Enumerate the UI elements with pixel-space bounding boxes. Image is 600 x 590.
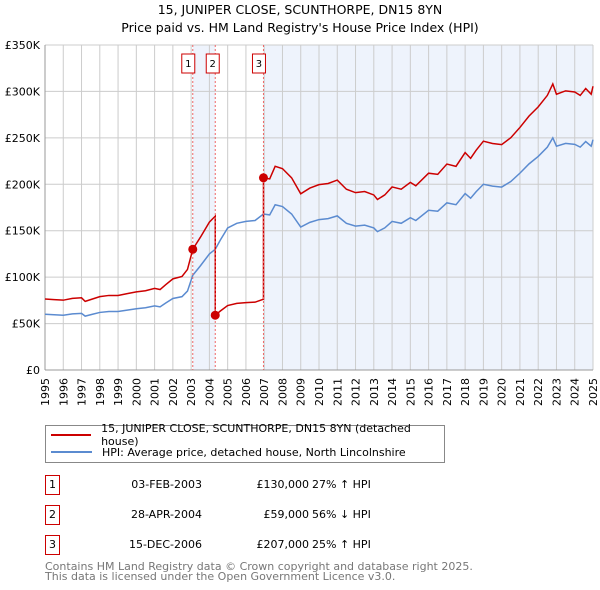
x-tick-label: 2014 — [386, 378, 399, 406]
y-tick-label: £0 — [26, 364, 40, 377]
sale-date: 03-FEB-2003 — [131, 478, 202, 491]
footer-licence: This data is licensed under the Open Gov… — [45, 570, 396, 583]
sale-row: 1 03-FEB-2003 £130,000 27% ↑ HPI — [45, 475, 465, 495]
y-tick-label: £300K — [5, 85, 41, 98]
x-tick-label: 2000 — [130, 378, 143, 406]
footer-copyright: Contains HM Land Registry data © Crown c… — [45, 560, 473, 573]
sale-hpi: 56% ↓ HPI — [312, 508, 371, 521]
x-tick-label: 2009 — [295, 378, 308, 406]
x-tick-label: 2020 — [496, 378, 509, 406]
sale-date: 15-DEC-2006 — [128, 538, 202, 551]
x-tick-label: 2007 — [258, 378, 271, 406]
y-tick-label: £250K — [5, 132, 41, 145]
sale-price: £207,000 — [256, 538, 310, 551]
y-tick-label: £200K — [5, 178, 41, 191]
legend-label: 15, JUNIPER CLOSE, SCUNTHORPE, DN15 8YN … — [101, 422, 411, 448]
y-tick-label: £100K — [5, 271, 41, 284]
hpi-line — [44, 136, 594, 317]
sale-marker-label: 1 — [185, 59, 191, 70]
legend-item-hpi: HPI: Average price, detached house, Nort… — [51, 444, 406, 460]
shade-region — [192, 45, 216, 370]
x-tick-label: 1996 — [57, 378, 70, 406]
sale-marker-label: 2 — [210, 59, 216, 70]
legend: 15, JUNIPER CLOSE, SCUNTHORPE, DN15 8YN … — [45, 422, 445, 463]
x-tick-label: 2012 — [350, 378, 363, 406]
sale-price: £130,000 — [256, 478, 310, 491]
x-tick-label: 2002 — [167, 378, 180, 406]
x-tick-label: 2004 — [203, 378, 216, 406]
x-tick-label: 2016 — [423, 378, 436, 406]
sale-point — [258, 173, 268, 183]
legend-swatch — [51, 434, 92, 436]
chart-title: 15, JUNIPER CLOSE, SCUNTHORPE, DN15 8YN — [157, 2, 443, 17]
x-tick-label: 1998 — [94, 378, 107, 406]
x-tick-label: 2006 — [240, 378, 253, 406]
y-tick-label: £50K — [12, 318, 41, 331]
x-tick-label: 2013 — [368, 378, 381, 406]
sale-row: 2 28-APR-2004 £59,000 56% ↓ HPI — [45, 505, 465, 525]
legend-swatch — [51, 451, 92, 453]
sale-marker-badge — [181, 53, 196, 74]
sale-badge: 3 — [45, 535, 60, 555]
x-tick-label: 2022 — [532, 378, 545, 406]
sale-price: £59,000 — [263, 508, 310, 521]
sale-badge: 1 — [45, 475, 60, 495]
x-tick-label: 2019 — [477, 378, 490, 406]
chart-subtitle: Price paid vs. HM Land Registry's House … — [121, 20, 479, 35]
x-tick-label: 2021 — [514, 378, 527, 406]
x-tick-label: 2018 — [459, 378, 472, 406]
sale-point — [210, 310, 220, 320]
sale-marker-badge — [251, 53, 266, 74]
property-line — [44, 82, 594, 317]
legend-label: HPI: Average price, detached house, Nort… — [102, 445, 406, 459]
x-tick-label: 2008 — [276, 378, 289, 406]
sale-date: 28-APR-2004 — [130, 508, 202, 521]
sale-marker-badge — [205, 53, 220, 74]
y-tick-label: £150K — [5, 225, 41, 238]
sale-hpi: 27% ↑ HPI — [312, 478, 371, 491]
x-tick-label: 2025 — [587, 378, 600, 406]
sale-marker-label: 3 — [256, 59, 262, 70]
sale-hpi: 25% ↑ HPI — [312, 538, 371, 551]
x-tick-label: 2001 — [149, 378, 162, 406]
x-tick-label: 2005 — [222, 378, 235, 406]
x-tick-label: 2017 — [441, 378, 454, 406]
x-tick-label: 2023 — [550, 378, 563, 406]
x-tick-label: 1999 — [112, 378, 125, 406]
x-tick-label: 2015 — [404, 378, 417, 406]
x-tick-label: 2011 — [331, 378, 344, 406]
x-tick-label: 2010 — [313, 378, 326, 406]
x-tick-label: 2003 — [185, 378, 198, 406]
x-tick-label: 1995 — [39, 378, 52, 406]
x-tick-label: 2024 — [569, 378, 582, 406]
legend-item-property: 15, JUNIPER CLOSE, SCUNTHORPE, DN15 8YN … — [51, 422, 444, 448]
x-tick-label: 1997 — [76, 378, 89, 406]
sale-point — [188, 244, 198, 254]
y-tick-label: £350K — [5, 39, 41, 52]
chart: 1995 1996 1997 1998 1999 2000 2001 2002 2003 2004… — [5, 39, 600, 406]
sale-row: 3 15-DEC-2006 £207,000 25% ↑ HPI — [45, 535, 465, 555]
sale-badge: 2 — [45, 505, 60, 525]
